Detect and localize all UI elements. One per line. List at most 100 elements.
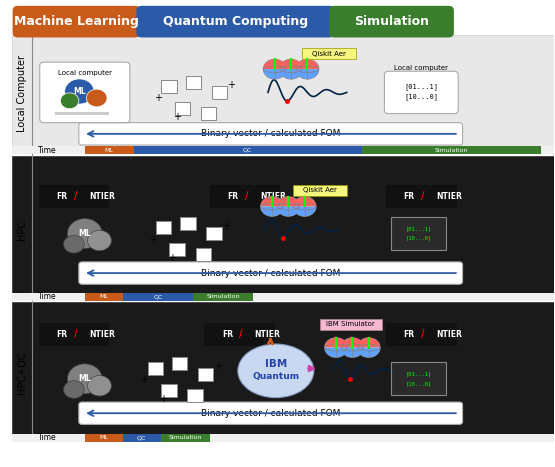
Bar: [193, 293, 253, 301]
Circle shape: [293, 197, 316, 216]
Bar: [302, 49, 356, 59]
Text: FR: FR: [222, 330, 233, 339]
Wedge shape: [277, 197, 300, 206]
Text: ML: ML: [99, 435, 108, 440]
Text: Time: Time: [38, 292, 56, 301]
Circle shape: [296, 59, 319, 79]
Circle shape: [65, 79, 94, 104]
Bar: [148, 362, 163, 375]
FancyBboxPatch shape: [385, 71, 458, 113]
Text: FR: FR: [56, 330, 67, 339]
Wedge shape: [277, 206, 300, 216]
Text: /: /: [421, 191, 425, 201]
FancyBboxPatch shape: [13, 6, 140, 37]
Text: Simulation: Simulation: [169, 435, 202, 440]
Circle shape: [67, 364, 102, 394]
Bar: [12, 302, 554, 441]
Text: Local Computer: Local Computer: [17, 55, 27, 132]
Text: +: +: [173, 112, 181, 122]
Wedge shape: [293, 206, 316, 216]
Text: Time: Time: [38, 433, 56, 442]
Text: +: +: [222, 220, 230, 231]
Circle shape: [325, 338, 347, 357]
Circle shape: [64, 235, 84, 253]
Bar: [201, 107, 216, 120]
Bar: [85, 293, 123, 301]
Text: [10...0]: [10...0]: [405, 94, 438, 100]
Wedge shape: [264, 69, 286, 79]
Circle shape: [357, 338, 380, 357]
Circle shape: [67, 219, 102, 248]
FancyBboxPatch shape: [137, 6, 335, 37]
Bar: [204, 323, 275, 346]
Bar: [180, 217, 195, 230]
Wedge shape: [325, 338, 347, 347]
Circle shape: [264, 59, 286, 79]
FancyBboxPatch shape: [79, 123, 462, 145]
Text: +: +: [228, 79, 235, 90]
Text: QC: QC: [137, 435, 147, 440]
Bar: [210, 184, 280, 208]
Text: +: +: [149, 234, 157, 245]
Ellipse shape: [238, 344, 314, 397]
Wedge shape: [293, 197, 316, 206]
Text: /: /: [245, 191, 248, 201]
Text: Binary vector / calculated FOM: Binary vector / calculated FOM: [201, 129, 340, 138]
Text: /: /: [421, 329, 425, 339]
Circle shape: [87, 89, 107, 107]
Bar: [386, 184, 457, 208]
Text: Time: Time: [38, 146, 56, 155]
FancyBboxPatch shape: [40, 62, 130, 123]
Text: Machine Learning: Machine Learning: [14, 15, 139, 28]
Bar: [195, 248, 211, 261]
Circle shape: [60, 93, 79, 109]
Wedge shape: [341, 338, 364, 347]
Bar: [212, 86, 227, 99]
Bar: [169, 243, 185, 256]
Text: [01...1]: [01...1]: [406, 372, 432, 376]
Bar: [12, 35, 554, 154]
Text: /: /: [239, 329, 243, 339]
Text: FR: FR: [403, 192, 415, 201]
Bar: [391, 362, 446, 395]
Bar: [206, 227, 221, 241]
Circle shape: [261, 197, 284, 216]
Circle shape: [88, 375, 112, 396]
Bar: [85, 147, 134, 154]
Wedge shape: [261, 197, 284, 206]
Bar: [12, 156, 554, 300]
Bar: [12, 146, 554, 155]
Text: +: +: [168, 253, 175, 263]
Wedge shape: [264, 59, 286, 69]
Text: FR: FR: [228, 192, 239, 201]
FancyBboxPatch shape: [79, 262, 462, 284]
Bar: [85, 434, 123, 442]
Text: Binary vector / calculated FOM: Binary vector / calculated FOM: [201, 269, 340, 277]
Text: Qiskit Aer: Qiskit Aer: [303, 187, 337, 193]
Text: ML: ML: [78, 229, 91, 238]
Wedge shape: [296, 69, 319, 79]
Text: HPC: HPC: [17, 219, 27, 240]
FancyBboxPatch shape: [329, 6, 454, 37]
Circle shape: [280, 59, 302, 79]
Text: +: +: [140, 375, 149, 385]
Bar: [123, 293, 193, 301]
Text: HPC+QC: HPC+QC: [17, 352, 27, 395]
Wedge shape: [261, 206, 284, 216]
Bar: [198, 368, 214, 381]
Wedge shape: [280, 59, 302, 69]
Bar: [391, 217, 446, 250]
Text: IBM Simulator: IBM Simulator: [326, 321, 375, 327]
Text: ML: ML: [73, 87, 85, 96]
Bar: [172, 357, 188, 370]
Wedge shape: [357, 338, 380, 347]
Bar: [55, 112, 109, 115]
Text: [01...1]: [01...1]: [406, 226, 432, 231]
Text: Quantum Computing: Quantum Computing: [163, 15, 308, 28]
Wedge shape: [296, 59, 319, 69]
Text: IBM: IBM: [265, 359, 287, 369]
Text: Local computer: Local computer: [58, 70, 112, 76]
Text: /: /: [74, 191, 77, 201]
Circle shape: [64, 381, 84, 398]
Bar: [12, 293, 554, 301]
